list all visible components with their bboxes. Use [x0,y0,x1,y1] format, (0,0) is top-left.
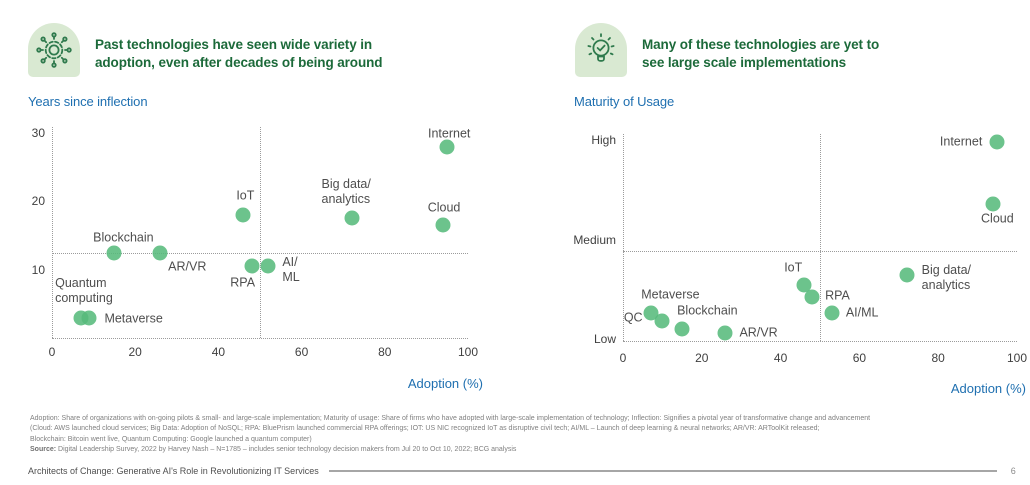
data-point-label-cloud: Cloud [981,211,1014,226]
page-number: 6 [1010,466,1016,476]
data-point-ar-vr [717,325,733,341]
quadrant-divider-vertical [820,134,821,341]
footnote-line-1: Adoption: Share of organizations with on… [30,415,871,422]
x-tick-label: 80 [931,351,945,365]
x-axis-title: Adoption (%) [407,376,483,391]
data-point-big-data-analytics [899,267,915,283]
data-point-label-rpa: RPA [230,275,256,290]
footnote-source: Source: Digital Leadership Survey, 2022 … [30,445,1026,455]
footer-title: Architects of Change: Generative AI's Ro… [28,466,319,476]
data-point-label-ar-vr: AR/VR [739,325,778,340]
data-point-label-blockchain: Blockchain [93,230,154,245]
x-axis-line [623,341,1017,342]
data-point-label-iot: IoT [784,260,803,275]
footnote-line-2: (Cloud: AWS launched cloud services; Big… [30,425,820,433]
data-point-cloud [435,217,451,233]
y-axis-line [52,127,53,338]
left-panel-header: Past technologies have seen wide variety… [28,23,383,77]
data-point-label-metaverse: Metaverse [641,287,700,302]
x-tick-label: 100 [457,345,479,359]
data-point-metaverse [654,313,670,329]
footnotes: Adoption: Share of organizations with on… [30,414,1026,455]
lightbulb-check-icon [575,23,627,77]
y-tick-label: 20 [31,194,45,209]
data-point-label-cloud: Cloud [427,200,461,215]
x-tick-label: 100 [1006,351,1028,365]
x-tick-label: 80 [378,345,392,359]
x-tick-label: 60 [294,345,309,359]
quadrant-divider-horizontal [623,251,1017,253]
y-tick-label: 30 [31,126,45,141]
x-axis-line [52,338,468,339]
data-point-metaverse [81,310,97,325]
data-point-iot [796,277,812,293]
data-point-label-blockchain: Blockchain [677,303,738,318]
data-point-ai-ml [260,258,276,274]
quadrant-divider-horizontal [52,252,468,254]
y-tick-label: Medium [573,232,616,247]
x-tick-label: 0 [619,351,627,365]
left-y-axis-caption: Years since inflection [28,94,148,109]
data-point-cloud [985,196,1001,212]
footer-divider-line [328,470,997,472]
data-point-label-internet: Internet [427,126,471,141]
y-tick-label: 10 [31,262,45,277]
data-point-label-iot: IoT [236,188,255,203]
x-tick-label: 60 [852,351,867,365]
x-tick-label: 0 [48,345,56,359]
data-point-label-rpa: RPA [825,288,850,303]
right-panel-header: Many of these technologies are yet to se… [575,23,879,77]
footnote-line-3: Blockchain: Bitcoin went live, Quantum C… [30,435,312,443]
data-point-qc [643,305,659,321]
x-tick-label: 20 [128,345,142,359]
data-point-big-data-analytics [344,210,360,226]
data-point-ar-vr [152,245,168,261]
right-panel-title: Many of these technologies are yet to se… [642,37,880,70]
right-scatter-chart: 0 20 40 60 80 100 Low Medium High QC Metaverse Bloc… [560,112,1030,412]
gear-network-icon [28,23,80,77]
source-text: Digital Leadership Survey, 2022 by Harve… [56,445,517,453]
data-point-label-qc: QC [623,310,643,325]
data-point-rpa [804,289,820,305]
slide-footer: Architects of Change: Generative AI's Ro… [28,463,1030,479]
data-point-label-big-data-analytics: Big data/ analytics [321,177,371,207]
right-y-axis-caption: Maturity of Usage [574,94,675,109]
y-axis-line [623,134,624,341]
data-point-label-quantum-computing: Quantum computing [55,275,113,305]
source-label: Source: [30,445,57,453]
data-point-label-ai-ml: AI/ ML [282,255,300,285]
data-point-internet [989,134,1005,150]
data-point-blockchain [674,321,690,337]
data-point-label-ai-ml: AI/ML [845,305,879,320]
x-tick-label: 40 [211,345,226,359]
x-axis-title: Adoption (%) [950,381,1026,396]
data-point-label-metaverse: Metaverse [104,311,163,325]
x-tick-label: 40 [773,351,788,365]
x-tick-label: 20 [695,351,709,365]
data-point-label-ar-vr: AR/VR [168,259,207,274]
data-point-iot [235,207,251,223]
data-point-rpa [244,258,260,274]
data-point-label-internet: Internet [939,134,983,149]
left-panel-title: Past technologies have seen wide variety… [95,37,383,70]
data-point-label-big-data-analytics: Big data/ analytics [921,263,972,293]
data-point-blockchain [106,245,122,261]
data-point-internet [439,139,455,155]
left-scatter-chart: 0 20 40 60 80 100 10 20 30 Quantum computing Metav… [30,112,530,412]
y-tick-label: Low [593,332,616,346]
quadrant-divider-vertical [260,127,261,338]
y-tick-label: High [591,133,616,147]
data-point-ai-ml [824,305,840,321]
